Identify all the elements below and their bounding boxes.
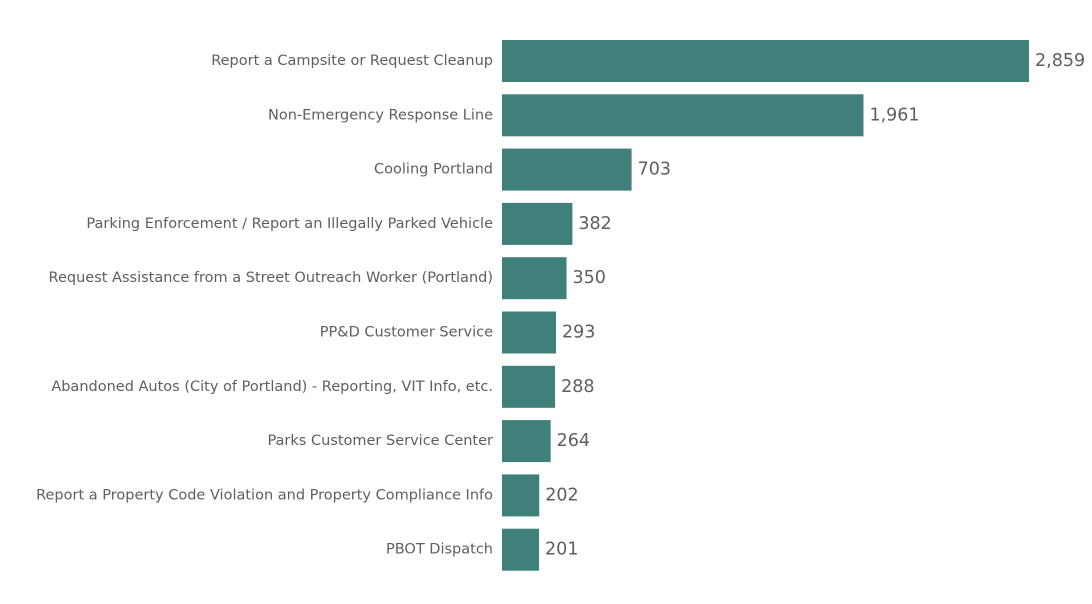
bar[interactable] [502,365,556,408]
bar[interactable] [502,311,557,354]
bar-group: Report a Property Code Violation and Pro… [36,474,579,517]
bar[interactable] [502,148,632,191]
value-label: 202 [545,485,578,505]
value-label: 201 [545,540,578,560]
value-label: 382 [578,214,611,234]
bar-group: PBOT Dispatch 201 [386,528,578,571]
category-label: Parks Customer Service Center [267,433,493,449]
value-label: 264 [557,431,590,451]
category-label: PP&D Customer Service [320,325,493,341]
value-label: 1,961 [869,105,919,125]
category-label: Parking Enforcement / Report an Illegall… [86,216,493,232]
bar[interactable] [502,257,567,300]
category-label: Request Assistance from a Street Outreac… [49,270,493,286]
bar[interactable] [502,94,864,137]
bar-group: Parks Customer Service Center 264 [267,420,590,463]
bar-group: Report a Campsite or Request Cleanup 2,85… [211,40,1085,82]
value-label: 703 [638,160,671,180]
value-label: 350 [573,268,606,288]
bar-group: PP&D Customer Service 293 [320,311,595,354]
category-label: PBOT Dispatch [386,542,493,558]
bar[interactable] [502,202,573,245]
category-label: Report a Property Code Violation and Pro… [36,487,493,503]
category-label: Non-Emergency Response Line [268,107,493,123]
bar-group: Request Assistance from a Street Outreac… [49,257,606,300]
value-label: 2,859 [1035,51,1085,71]
bar[interactable] [502,40,1029,82]
bar-group: Parking Enforcement / Report an Illegall… [86,202,612,245]
bar[interactable] [502,474,540,517]
category-label: Cooling Portland [374,162,493,178]
bar-group: Non-Emergency Response Line 1,961 [268,94,920,137]
bar-group: Cooling Portland 703 [374,148,671,191]
bar[interactable] [502,528,540,571]
category-label: Report a Campsite or Request Cleanup [211,53,493,69]
bar-group: Abandoned Autos (City of Portland) - Rep… [51,365,594,408]
bar[interactable] [502,420,551,463]
value-label: 293 [562,323,595,343]
category-label: Abandoned Autos (City of Portland) - Rep… [51,379,493,395]
value-label: 288 [561,377,594,397]
